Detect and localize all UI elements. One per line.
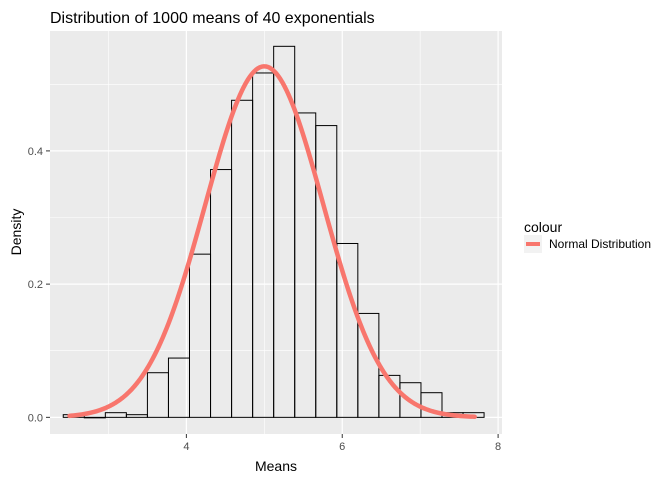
x-tick-label: 6: [339, 441, 345, 453]
normal-curve-layer: [67, 64, 477, 419]
legend: colour Normal Distribution: [524, 219, 651, 253]
legend-title: colour: [524, 219, 562, 235]
minor-gridlines: [50, 31, 502, 434]
plot-panel: [50, 31, 502, 434]
y-tick-label: 0.2: [28, 279, 43, 291]
legend-label-normal-distribution: Normal Distribution: [549, 237, 651, 251]
x-axis-ticks: 4 6 8: [183, 434, 501, 453]
y-tick-label: 0.0: [28, 412, 43, 424]
histogram-bar: [83, 416, 106, 419]
y-axis-title: Density: [8, 209, 24, 256]
y-axis-ticks: 0.0 0.2 0.4: [28, 146, 50, 424]
normal-distribution-line: [67, 64, 477, 419]
x-tick-label: 4: [183, 441, 189, 453]
x-tick-label: 8: [495, 441, 501, 453]
x-axis-title: Means: [255, 458, 297, 474]
y-tick-label: 0.4: [28, 146, 43, 158]
chart-title: Distribution of 1000 means of 40 exponen…: [50, 10, 375, 27]
